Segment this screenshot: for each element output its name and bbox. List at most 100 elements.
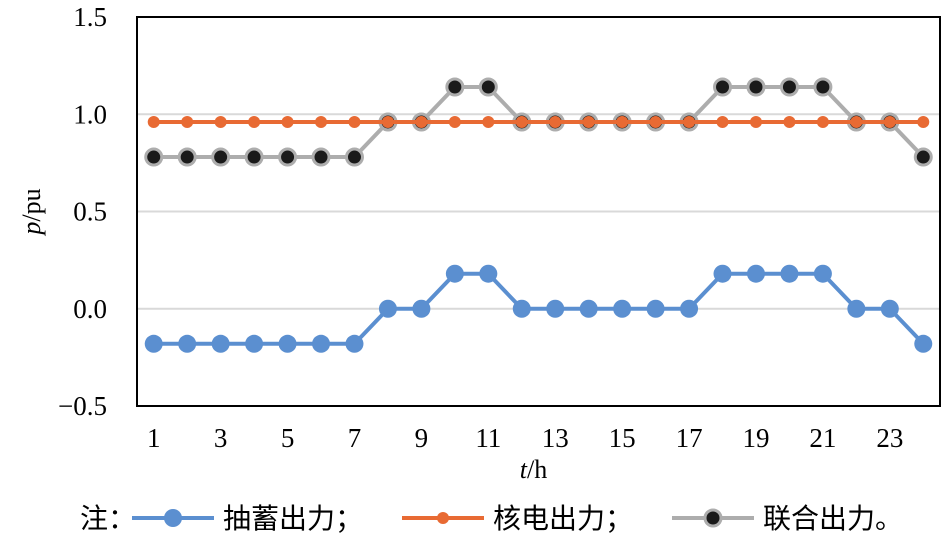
plot-frame xyxy=(136,16,941,407)
data-point xyxy=(311,147,331,167)
data-point xyxy=(211,147,231,167)
data-point xyxy=(147,116,160,129)
data-point xyxy=(917,116,930,129)
y-tick-labels: −0.5 0.0 0.5 1.0 1.5 xyxy=(58,2,107,421)
data-point xyxy=(649,116,662,129)
data-point xyxy=(244,147,264,167)
y-axis-label-unit: /pu xyxy=(17,188,46,221)
x-tick-label: 11 xyxy=(475,423,501,453)
data-point xyxy=(816,116,829,129)
data-point xyxy=(549,116,562,129)
data-point xyxy=(178,334,197,353)
data-point xyxy=(181,116,194,129)
data-point xyxy=(813,77,833,97)
x-tick-labels: 1 3 5 7 9 11 13 15 17 19 21 23 xyxy=(147,423,903,453)
y-tick-label: 0.5 xyxy=(73,197,107,227)
data-point xyxy=(713,77,733,97)
data-point xyxy=(813,264,832,283)
data-point xyxy=(445,264,464,283)
data-point xyxy=(749,116,762,129)
data-point xyxy=(783,116,796,129)
x-tick-label: 7 xyxy=(348,423,362,453)
data-point xyxy=(579,299,598,318)
x-tick-label: 19 xyxy=(742,423,769,453)
x-axis-label-unit: /h xyxy=(527,455,547,484)
data-point xyxy=(883,116,896,129)
data-point xyxy=(646,299,665,318)
data-point xyxy=(716,116,729,129)
data-point xyxy=(211,334,230,353)
x-axis-label-var: t xyxy=(520,455,528,484)
x-axis-label: t/h xyxy=(520,455,547,484)
data-point xyxy=(616,116,629,129)
data-point xyxy=(281,116,294,129)
data-point xyxy=(680,299,699,318)
legend-marker xyxy=(703,508,723,528)
data-point xyxy=(546,299,565,318)
data-point xyxy=(278,334,297,353)
x-tick-label: 3 xyxy=(214,423,228,453)
data-point xyxy=(479,264,498,283)
legend-label: 核电出力； xyxy=(493,503,633,535)
data-point xyxy=(914,334,933,353)
data-point xyxy=(779,77,799,97)
data-point xyxy=(415,116,428,129)
data-point xyxy=(344,147,364,167)
data-point xyxy=(780,264,799,283)
y-tick-label: 1.0 xyxy=(73,99,107,129)
x-tick-label: 1 xyxy=(147,423,161,453)
x-tick-label: 17 xyxy=(676,423,703,453)
y-tick-label: 0.0 xyxy=(73,294,107,324)
data-point xyxy=(248,116,261,129)
data-point xyxy=(312,334,331,353)
data-point xyxy=(245,334,264,353)
data-point xyxy=(345,334,364,353)
data-point xyxy=(412,299,431,318)
x-tick-label: 9 xyxy=(415,423,429,453)
data-point xyxy=(445,77,465,97)
y-tick-label: 1.5 xyxy=(73,2,107,32)
legend-label: 联合出力。 xyxy=(763,503,903,535)
x-tick-label: 15 xyxy=(609,423,636,453)
data-point xyxy=(582,116,595,129)
data-point xyxy=(913,147,933,167)
data-point xyxy=(512,299,531,318)
data-point xyxy=(683,116,696,129)
data-point xyxy=(482,116,495,129)
x-tick-label: 23 xyxy=(876,423,903,453)
data-point xyxy=(214,116,227,129)
x-tick-label: 21 xyxy=(809,423,836,453)
series-1 xyxy=(147,116,930,129)
data-point xyxy=(144,147,164,167)
data-point xyxy=(348,116,361,129)
y-axis-label-var: p xyxy=(17,222,46,237)
data-point xyxy=(315,116,328,129)
x-tick-label: 5 xyxy=(281,423,295,453)
legend: 注： 抽蓄出力； 核电出力； 联合出力。 xyxy=(80,503,903,535)
data-point xyxy=(144,334,163,353)
data-point xyxy=(850,116,863,129)
data-point xyxy=(613,299,632,318)
data-point xyxy=(880,299,899,318)
data-point xyxy=(746,77,766,97)
y-tick-label: −0.5 xyxy=(58,391,107,421)
series-0 xyxy=(144,264,933,353)
data-point xyxy=(177,147,197,167)
legend-label: 抽蓄出力； xyxy=(223,503,363,535)
data-point xyxy=(713,264,732,283)
data-point xyxy=(448,116,461,129)
data-point xyxy=(478,77,498,97)
data-point xyxy=(746,264,765,283)
series-layer xyxy=(144,77,933,353)
data-point xyxy=(378,299,397,318)
legend-marker xyxy=(437,512,449,524)
x-tick-label: 13 xyxy=(542,423,569,453)
legend-prefix: 注： xyxy=(80,503,136,535)
data-point xyxy=(847,299,866,318)
data-point xyxy=(381,116,394,129)
data-point xyxy=(515,116,528,129)
y-axis-label: p/pu xyxy=(17,188,46,236)
legend-marker xyxy=(164,509,182,527)
data-point xyxy=(278,147,298,167)
